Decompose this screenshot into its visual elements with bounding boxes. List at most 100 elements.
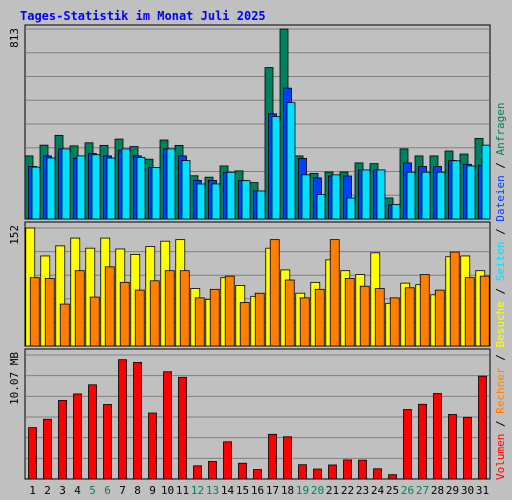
bar-rechner-day-8: [134, 289, 145, 347]
bar-rechner-day-1: [29, 277, 40, 347]
x-tick-label-day-11: 11: [176, 484, 189, 497]
bar-seiten-day-13: [211, 183, 221, 220]
bar-seiten-day-28: [436, 171, 446, 220]
x-tick-label-day-6: 6: [104, 484, 111, 497]
bar-rechner-day-21: [329, 239, 340, 347]
x-tick-label-day-13: 13: [206, 484, 219, 497]
bar-volumen-day-11: [178, 376, 187, 480]
x-tick-label-day-8: 8: [134, 484, 141, 497]
x-tick-label-day-14: 14: [221, 484, 235, 497]
x-tick-label-day-22: 22: [341, 484, 354, 497]
bar-rechner-day-2: [44, 278, 55, 347]
bar-seiten-day-27: [421, 171, 431, 220]
panel-middle-y-max-label: 152: [8, 225, 21, 245]
x-tick-label-day-18: 18: [281, 484, 294, 497]
bar-rechner-day-10: [164, 270, 175, 347]
bar-volumen-day-9: [148, 412, 157, 480]
x-tick-label-day-25: 25: [386, 484, 399, 497]
x-tick-label-day-19: 19: [296, 484, 309, 497]
legend-separator: /: [494, 155, 507, 175]
bar-rechner-day-16: [254, 292, 265, 347]
legend-separator: /: [494, 222, 507, 242]
bar-volumen-day-14: [223, 441, 232, 480]
x-tick-label-day-12: 12: [191, 484, 204, 497]
bar-volumen-day-26: [403, 409, 412, 480]
legend-entry-seiten: Seiten: [494, 242, 507, 282]
bar-seiten-day-2: [46, 157, 56, 220]
bar-seiten-day-11: [181, 160, 191, 220]
bar-seiten-day-24: [376, 169, 386, 220]
bar-rechner-day-4: [74, 270, 85, 347]
bar-rechner-day-9: [149, 280, 160, 347]
x-tick-label-day-9: 9: [149, 484, 156, 497]
bar-volumen-day-3: [58, 400, 67, 480]
bar-volumen-day-12: [193, 465, 202, 480]
bar-seiten-day-14: [226, 171, 236, 220]
bar-volumen-day-13: [208, 460, 217, 480]
panel-bottom-y-max-label: 10.07 MB: [8, 352, 21, 405]
bar-rechner-day-27: [419, 274, 430, 347]
bar-seiten-day-9: [151, 167, 161, 220]
bar-seiten-day-6: [106, 157, 116, 220]
bar-seiten-day-21: [331, 174, 341, 220]
legend-separator: /: [494, 414, 507, 434]
bar-rechner-day-7: [119, 281, 130, 347]
bar-rechner-day-26: [404, 287, 415, 347]
bar-volumen-day-1: [28, 427, 37, 480]
bar-rechner-day-19: [299, 297, 310, 347]
legend-separator: /: [494, 281, 507, 301]
bar-rechner-day-25: [389, 297, 400, 347]
bar-rechner-day-14: [224, 275, 235, 347]
legend-entry-volumen: Volumen: [494, 434, 507, 480]
bar-rechner-day-31: [479, 275, 490, 347]
chart-panels: 813 152 10.07 MB: [8, 24, 491, 480]
bar-seiten-day-1: [31, 166, 41, 220]
x-tick-label-day-28: 28: [431, 484, 444, 497]
bar-seiten-day-5: [91, 154, 101, 220]
x-tick-label-day-15: 15: [236, 484, 249, 497]
panel-bottom-frame: [24, 348, 491, 480]
x-tick-label-day-7: 7: [119, 484, 126, 497]
bar-seiten-day-26: [406, 171, 416, 220]
chart-title: Tages-Statistik im Monat Juli 2025: [20, 9, 266, 23]
bar-rechner-day-3: [59, 303, 70, 347]
legend-entry-anfragen: Anfragen: [494, 102, 507, 155]
bar-seiten-day-20: [316, 194, 326, 220]
legend: Volumen / Rechner / Besuche / Seiten / D…: [494, 102, 507, 480]
bar-volumen-day-29: [448, 414, 457, 480]
bar-seiten-day-30: [466, 165, 476, 220]
bar-volumen-day-18: [283, 436, 292, 480]
x-tick-label-day-27: 27: [416, 484, 429, 497]
bar-volumen-day-5: [88, 384, 97, 480]
x-tick-label-day-21: 21: [326, 484, 339, 497]
x-tick-label-day-26: 26: [401, 484, 414, 497]
bar-volumen-day-19: [298, 464, 307, 480]
x-tick-label-day-1: 1: [29, 484, 36, 497]
panel-top-y-max-label: 813: [8, 28, 21, 48]
bar-volumen-day-10: [163, 371, 172, 480]
x-tick-label-day-30: 30: [461, 484, 474, 497]
bar-rechner-day-12: [194, 297, 205, 347]
x-tick-label-day-24: 24: [371, 484, 385, 497]
bar-volumen-day-22: [343, 459, 352, 480]
bar-volumen-day-16: [253, 469, 262, 480]
bar-rechner-day-15: [239, 302, 250, 347]
bar-rechner-day-5: [89, 296, 100, 347]
x-tick-label-day-23: 23: [356, 484, 369, 497]
bar-seiten-day-23: [361, 169, 371, 220]
bar-volumen-day-4: [73, 393, 82, 480]
x-tick-label-day-2: 2: [44, 484, 51, 497]
x-tick-label-day-5: 5: [89, 484, 96, 497]
bar-rechner-day-23: [359, 285, 370, 347]
bar-seiten-day-16: [256, 190, 266, 220]
bar-volumen-day-17: [268, 433, 277, 480]
x-tick-label-day-16: 16: [251, 484, 264, 497]
bar-seiten-day-10: [166, 148, 176, 220]
bar-seiten-day-18: [286, 102, 296, 220]
x-tick-label-day-20: 20: [311, 484, 324, 497]
bar-seiten-day-25: [391, 204, 401, 220]
bar-volumen-day-8: [133, 361, 142, 480]
bar-volumen-day-27: [418, 403, 427, 480]
bar-volumen-day-28: [433, 393, 442, 480]
bar-volumen-day-7: [118, 359, 127, 480]
